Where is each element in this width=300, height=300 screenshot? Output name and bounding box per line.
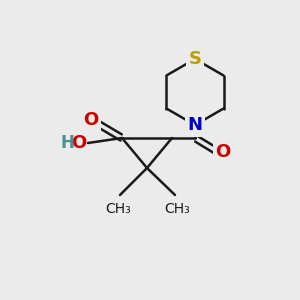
- Text: O: O: [215, 143, 231, 161]
- Text: CH₃: CH₃: [164, 202, 190, 216]
- Text: H: H: [60, 134, 74, 152]
- Text: N: N: [188, 116, 202, 134]
- Text: S: S: [188, 50, 202, 68]
- Text: CH₃: CH₃: [105, 202, 131, 216]
- Text: O: O: [83, 111, 99, 129]
- Text: O: O: [71, 134, 86, 152]
